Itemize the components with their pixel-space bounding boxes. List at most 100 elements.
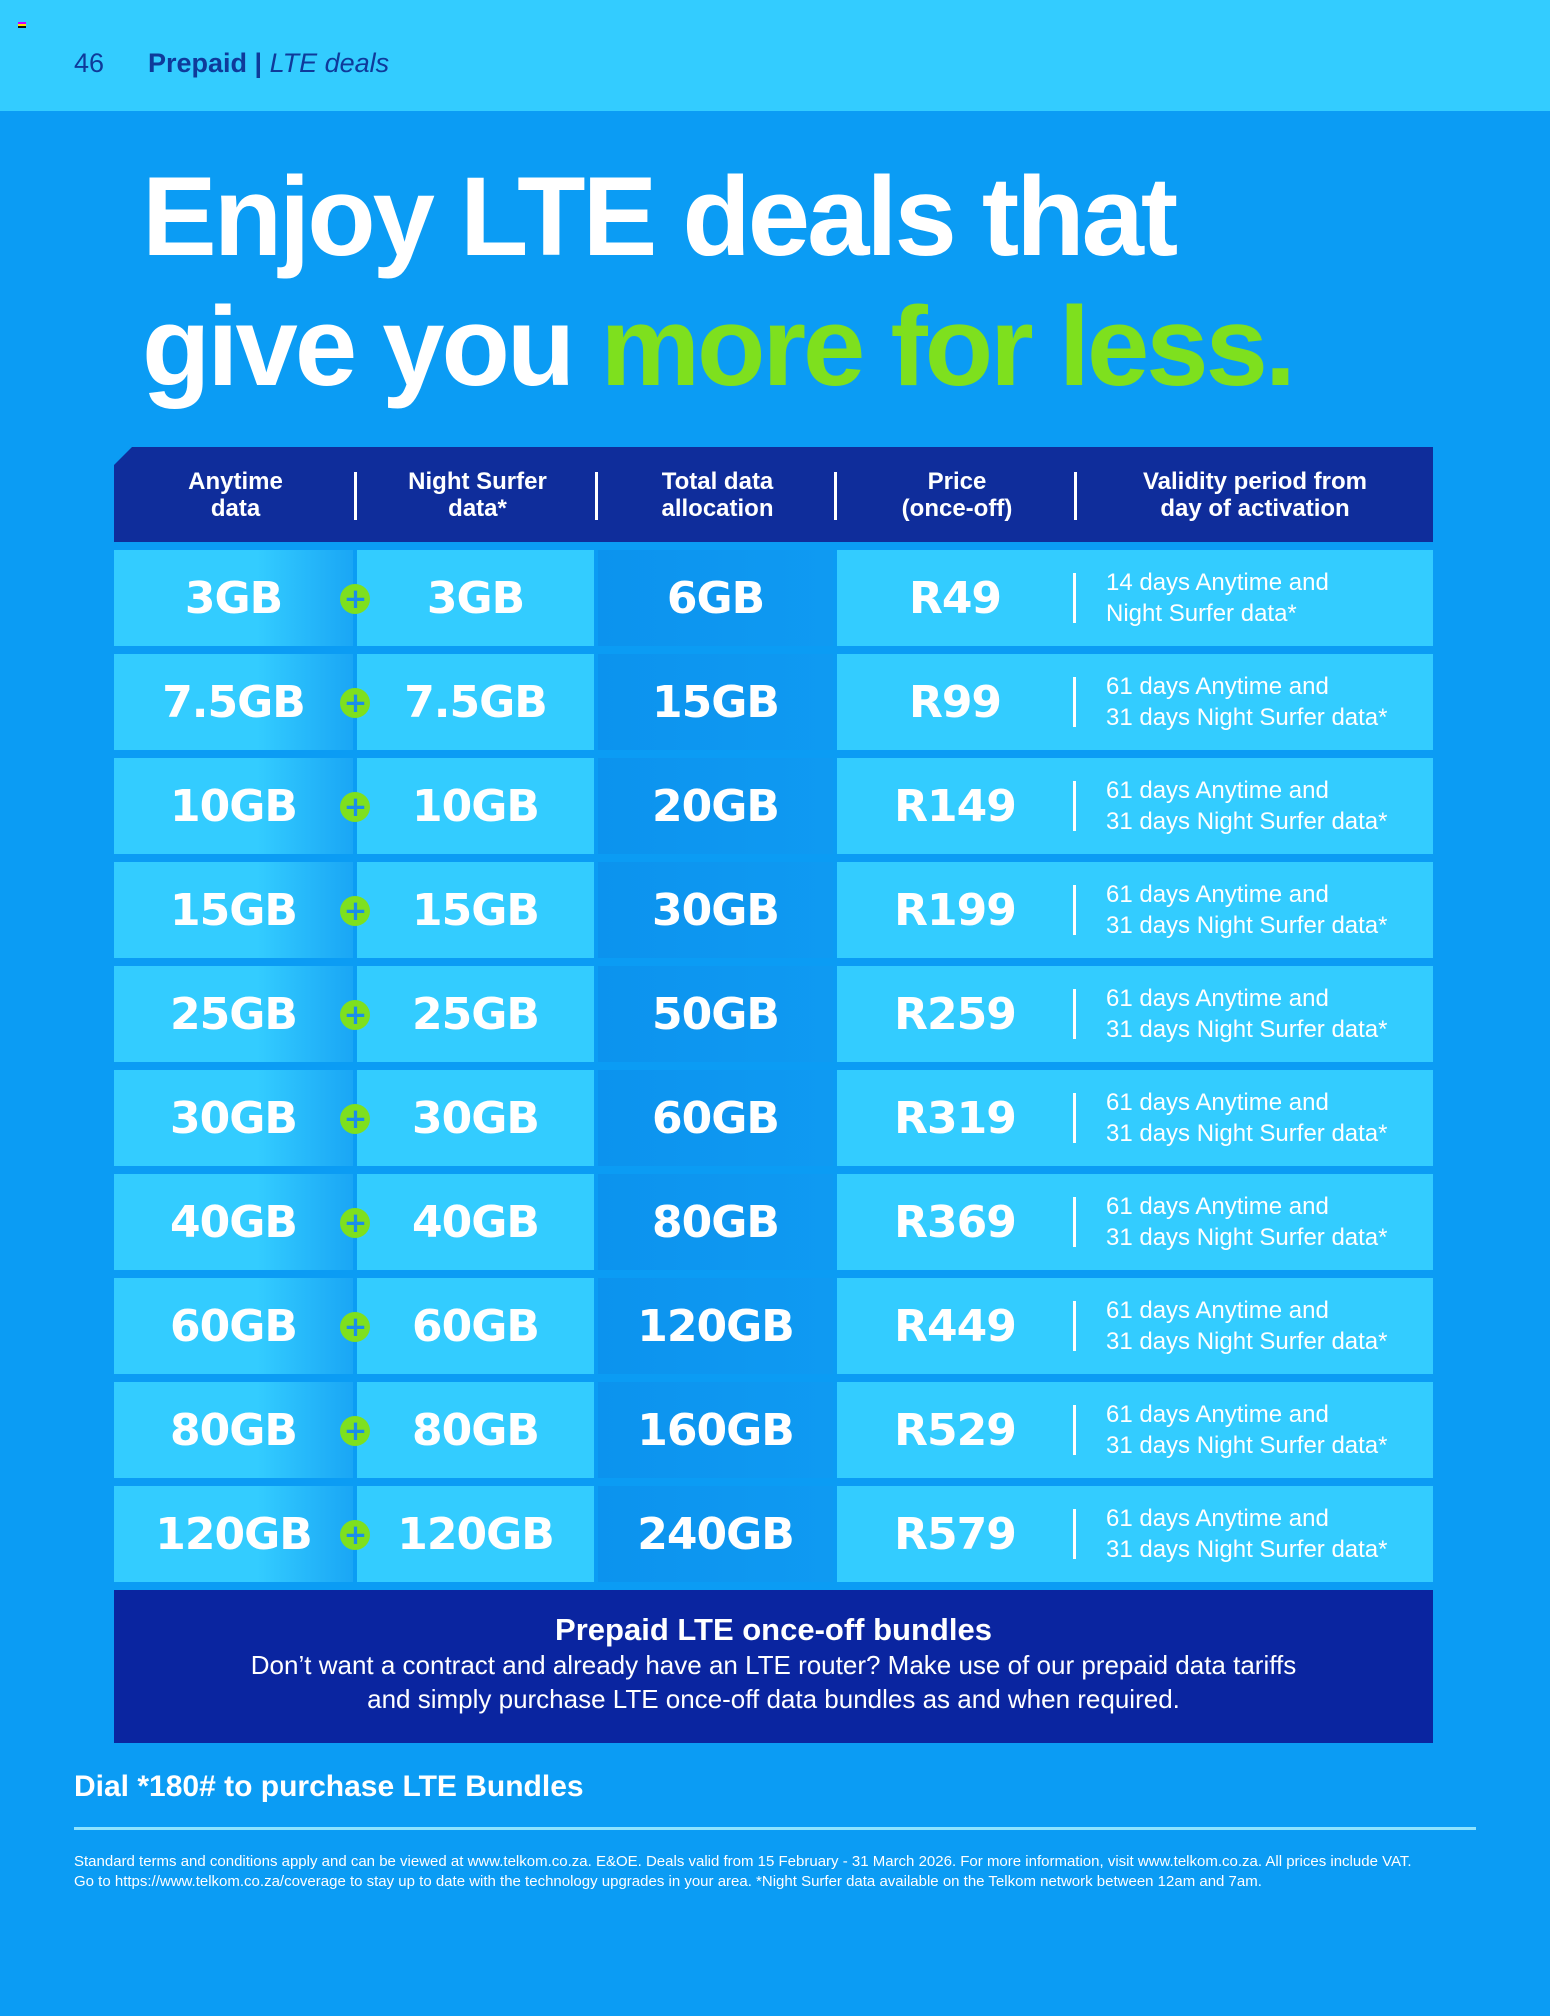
validity: 61 days Anytime and 31 days Night Surfer …	[1076, 1191, 1388, 1253]
price: R449	[894, 1300, 1017, 1352]
divider	[1073, 573, 1076, 623]
anytime-data: 3GB +	[114, 550, 370, 646]
column-header: Anytime data	[114, 468, 357, 522]
column-header-line: (once-off)	[901, 494, 1013, 522]
validity-line1: 61 days Anytime and	[1106, 985, 1329, 1012]
plus-circle-icon: +	[340, 584, 370, 614]
anytime-value: 40GB	[170, 1196, 298, 1248]
anytime-value: 15GB	[170, 884, 298, 936]
divider	[1073, 1405, 1076, 1455]
anytime-data: 7.5GB +	[114, 654, 370, 750]
terms-line1: Standard terms and conditions apply and …	[74, 1853, 1412, 1870]
terms-footer: Standard terms and conditions apply and …	[74, 1852, 1544, 1892]
total-data: 15GB	[598, 654, 833, 750]
headline-line2: give you	[142, 284, 575, 409]
anytime-value: 120GB	[155, 1508, 312, 1560]
divider	[1073, 1197, 1076, 1247]
table-row: 7.5GB +7.5GB 15GB R99 61 days Anytime and 31 …	[114, 654, 1433, 750]
price-validity-cell: R449 61 days Anytime and 31 days Night Sur…	[837, 1278, 1433, 1374]
dial-instruction: Dial *180# to purchase LTE Bundles	[74, 1770, 584, 1803]
validity-line2: 31 days Night Surfer data*	[1106, 1536, 1388, 1563]
night-surfer-data: 15GB	[357, 862, 594, 958]
top-band: 46 Prepaid | LTE deals	[0, 0, 1550, 111]
divider	[1073, 1509, 1076, 1559]
divider	[1073, 781, 1076, 831]
validity: 14 days Anytime and Night Surfer data*	[1076, 567, 1329, 629]
plus-circle-icon: +	[340, 1000, 370, 1030]
plus-circle-icon: +	[340, 1312, 370, 1342]
headline-highlight: more for less.	[600, 284, 1296, 409]
validity-line2: 31 days Night Surfer data*	[1106, 1120, 1388, 1147]
plus-circle-icon: +	[340, 1416, 370, 1446]
table-row: 120GB +120GB 240GB R579 61 days Anytime and 3…	[114, 1486, 1433, 1582]
price: R579	[894, 1508, 1017, 1560]
night-surfer-data: 30GB	[357, 1070, 594, 1166]
validity-line1: 61 days Anytime and	[1106, 777, 1329, 804]
anytime-data: 15GB +	[114, 862, 370, 958]
total-data: 30GB	[598, 862, 833, 958]
price-validity-cell: R149 61 days Anytime and 31 days Night Sur…	[837, 758, 1433, 854]
validity-line1: 14 days Anytime and	[1106, 569, 1329, 596]
price: R259	[894, 988, 1017, 1040]
price-validity-cell: R529 61 days Anytime and 31 days Night Sur…	[837, 1382, 1433, 1478]
anytime-data: 40GB +	[114, 1174, 370, 1270]
total-data: 50GB	[598, 966, 833, 1062]
divider	[1073, 1093, 1076, 1143]
anytime-data: 30GB +	[114, 1070, 370, 1166]
total-data: 80GB	[598, 1174, 833, 1270]
plus-circle-icon: +	[340, 792, 370, 822]
validity-line2: 31 days Night Surfer data*	[1106, 1224, 1388, 1251]
validity-line2: 31 days Night Surfer data*	[1106, 1328, 1388, 1355]
validity-line2: Night Surfer data*	[1106, 600, 1297, 627]
validity: 61 days Anytime and 31 days Night Surfer …	[1076, 1503, 1388, 1565]
plus-circle-icon: +	[340, 1104, 370, 1134]
info-box-title: Prepaid LTE once-off bundles	[555, 1612, 992, 1647]
subsection-label: LTE deals	[269, 48, 390, 78]
validity: 61 days Anytime and 31 days Night Surfer …	[1076, 1399, 1388, 1461]
validity: 61 days Anytime and 31 days Night Surfer …	[1076, 983, 1388, 1045]
anytime-data: 10GB +	[114, 758, 370, 854]
divider	[1073, 677, 1076, 727]
column-header: Night Surfer data*	[357, 468, 598, 522]
divider	[1073, 885, 1076, 935]
column-header-line: Validity period from	[1142, 467, 1368, 495]
night-surfer-data: 25GB	[357, 966, 594, 1062]
anytime-value: 60GB	[170, 1300, 298, 1352]
price-validity-cell: R319 61 days Anytime and 31 days Night Sur…	[837, 1070, 1433, 1166]
price: R49	[908, 572, 1002, 624]
validity-line2: 31 days Night Surfer data*	[1106, 912, 1388, 939]
price: R529	[894, 1404, 1017, 1456]
price-validity-cell: R199 61 days Anytime and 31 days Night Sur…	[837, 862, 1433, 958]
night-surfer-data: 7.5GB	[357, 654, 594, 750]
plus-circle-icon: +	[340, 688, 370, 718]
headline: Enjoy LTE deals that give you more for l…	[142, 152, 1542, 412]
column-header-line: day of activation	[1160, 494, 1350, 522]
total-data: 160GB	[598, 1382, 833, 1478]
anytime-value: 30GB	[170, 1092, 298, 1144]
validity-line2: 31 days Night Surfer data*	[1106, 1432, 1388, 1459]
column-header-line: data*	[448, 494, 507, 522]
validity-line1: 61 days Anytime and	[1106, 1505, 1329, 1532]
night-surfer-data: 60GB	[357, 1278, 594, 1374]
table-row: 60GB +60GB 120GB R449 61 days Anytime and 31 …	[114, 1278, 1433, 1374]
table-row: 25GB +25GB 50GB R259 61 days Anytime and 31 d…	[114, 966, 1433, 1062]
validity-line2: 31 days Night Surfer data*	[1106, 1016, 1388, 1043]
price: R369	[894, 1196, 1017, 1248]
price-validity-cell: R579 61 days Anytime and 31 days Night Sur…	[837, 1486, 1433, 1582]
plus-circle-icon: +	[340, 896, 370, 926]
price-validity-cell: R369 61 days Anytime and 31 days Night Sur…	[837, 1174, 1433, 1270]
anytime-data: 80GB +	[114, 1382, 370, 1478]
validity-line2: 31 days Night Surfer data*	[1106, 808, 1388, 835]
validity-line2: 31 days Night Surfer data*	[1106, 704, 1388, 731]
validity: 61 days Anytime and 31 days Night Surfer …	[1076, 1087, 1388, 1149]
section-label: Prepaid	[148, 48, 248, 78]
table-row: 15GB +15GB 30GB R199 61 days Anytime and 31 d…	[114, 862, 1433, 958]
price: R199	[894, 884, 1017, 936]
validity-line1: 61 days Anytime and	[1106, 1193, 1329, 1220]
total-data: 240GB	[598, 1486, 833, 1582]
price-validity-cell: R259 61 days Anytime and 31 days Night Sur…	[837, 966, 1433, 1062]
table-row: 3GB +3GB 6GB R49 14 days Anytime and Night Su…	[114, 550, 1433, 646]
night-surfer-data: 120GB	[357, 1486, 594, 1582]
anytime-data: 60GB +	[114, 1278, 370, 1374]
night-surfer-data: 10GB	[357, 758, 594, 854]
